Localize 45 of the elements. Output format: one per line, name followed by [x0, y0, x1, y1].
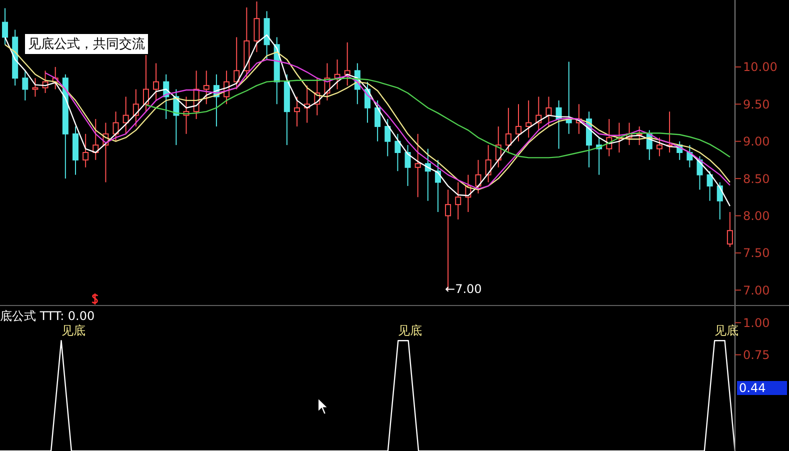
candlestick: [82, 133, 89, 168]
candlestick: [546, 96, 552, 127]
candlestick: [656, 137, 662, 157]
candlestick: [32, 78, 38, 98]
data-label: 见底: [398, 324, 422, 338]
candlestick: [384, 118, 391, 157]
candlestick: [475, 159, 482, 194]
candlestick: [394, 133, 401, 172]
candlestick: [404, 144, 411, 186]
y-tick-label: 7.00: [743, 283, 770, 298]
candlestick: [434, 159, 441, 213]
chart-title: 底公式 TTT: 0.00: [0, 308, 95, 324]
y-tick-label: 9.00: [743, 134, 770, 149]
candlestick: [505, 107, 512, 153]
candlestick: [485, 144, 492, 183]
candlestick: [344, 42, 350, 86]
candlestick: [706, 170, 713, 202]
candlestick: [414, 133, 421, 198]
annotation: ←7.00: [445, 282, 482, 296]
y-tick-label: 10.00: [743, 60, 778, 74]
candlestick: [22, 70, 28, 101]
candlestick: [132, 88, 139, 127]
annotation: 见底公式，共同交流: [25, 34, 148, 54]
y-tick-label: 1.00: [743, 316, 770, 330]
candlestick: [203, 70, 210, 105]
y-tick-label: 0.75: [743, 348, 770, 362]
candlestick: [234, 36, 240, 90]
y-tick-label: 9.50: [743, 97, 770, 112]
y-tick-label: 8.00: [743, 208, 770, 223]
candlestick: [526, 100, 532, 138]
candlestick: [726, 212, 733, 248]
candlestick: [2, 8, 8, 46]
annotation: 0.44: [737, 381, 787, 395]
y-tick-label: 7.50: [743, 246, 770, 260]
candlestick: [294, 96, 300, 127]
candlestick: [122, 96, 129, 134]
data-label: 见底: [714, 324, 739, 338]
candlestick: [112, 111, 119, 142]
data-label: 见底: [61, 324, 86, 338]
candlestick: [153, 62, 160, 101]
candlestick: [716, 182, 723, 220]
y-tick-label: 8.50: [743, 172, 770, 186]
candlestick: [516, 104, 522, 142]
candlestick: [374, 100, 381, 142]
candlestick: [455, 182, 462, 220]
